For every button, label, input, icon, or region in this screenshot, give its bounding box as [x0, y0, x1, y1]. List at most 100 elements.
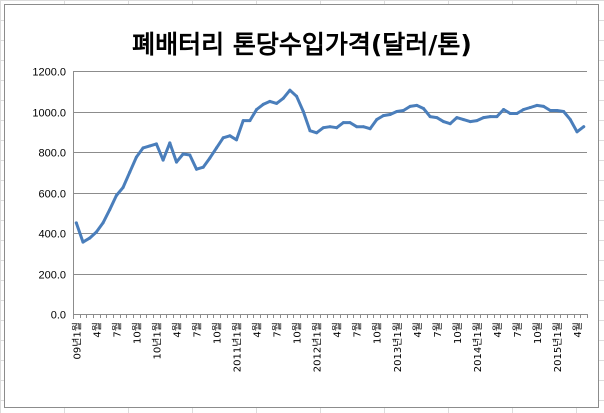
- data-point[interactable]: [248, 119, 252, 123]
- data-point[interactable]: [502, 108, 506, 111]
- x-tick-label: 10월: [292, 322, 304, 344]
- data-point[interactable]: [235, 138, 238, 142]
- data-point[interactable]: [148, 144, 152, 148]
- data-point[interactable]: [108, 208, 112, 212]
- y-tick-label: 800.0: [38, 148, 66, 160]
- y-axis: 0.0 200.0 400.0 600.0 800.0 1000.0 1200.0: [32, 67, 74, 322]
- data-point[interactable]: [408, 104, 412, 108]
- data-point[interactable]: [308, 129, 312, 133]
- x-tick-label: 7월: [272, 322, 284, 338]
- y-tick-label: 1200.0: [32, 67, 66, 79]
- data-point[interactable]: [368, 127, 372, 131]
- y-tick-label: 0.0: [51, 310, 66, 322]
- data-point[interactable]: [88, 236, 92, 240]
- data-point[interactable]: [495, 115, 499, 119]
- data-point[interactable]: [221, 136, 225, 140]
- x-axis: 09년1월 4월 7월 10월 10년1월 4월 7월 10월 2011년1월 4월 7월 10월 20…: [71, 314, 588, 372]
- data-point[interactable]: [442, 120, 445, 124]
- x-tick-label: 4월: [252, 322, 264, 338]
- data-point[interactable]: [475, 119, 479, 123]
- data-point[interactable]: [542, 104, 546, 108]
- data-point[interactable]: [335, 126, 339, 130]
- data-point[interactable]: [515, 112, 519, 115]
- data-point[interactable]: [508, 112, 512, 115]
- data-point[interactable]: [141, 146, 145, 150]
- data-point[interactable]: [348, 121, 352, 125]
- data-point[interactable]: [341, 121, 345, 125]
- data-point[interactable]: [101, 221, 105, 225]
- x-tick-label: 4월: [492, 322, 504, 338]
- data-point[interactable]: [195, 167, 198, 171]
- data-point[interactable]: [428, 115, 432, 119]
- data-point[interactable]: [575, 130, 579, 134]
- data-point[interactable]: [328, 125, 332, 129]
- data-point[interactable]: [355, 125, 359, 129]
- data-point[interactable]: [582, 125, 586, 129]
- data-point[interactable]: [134, 155, 138, 159]
- chart-area[interactable]: 폐배터리 톤당수입가격(달러/톤) 0.0 200.0 400.0 600.0 800.…: [4, 4, 599, 408]
- data-point[interactable]: [188, 153, 192, 157]
- y-tick-label: 600.0: [38, 189, 66, 201]
- x-tick-label: 2015년1월: [552, 322, 564, 372]
- data-point[interactable]: [288, 88, 292, 92]
- data-point[interactable]: [422, 107, 425, 110]
- data-point[interactable]: [381, 114, 385, 118]
- x-tick-label: 2014년1월: [472, 322, 484, 372]
- data-point[interactable]: [128, 170, 132, 174]
- data-point[interactable]: [548, 109, 552, 112]
- x-tick-label: 10월: [212, 322, 224, 344]
- data-point[interactable]: [168, 141, 172, 145]
- data-point[interactable]: [281, 96, 285, 100]
- data-point[interactable]: [528, 106, 532, 109]
- data-point[interactable]: [175, 160, 178, 164]
- y-tick-label: 1000.0: [32, 108, 66, 120]
- data-point[interactable]: [241, 119, 245, 123]
- data-point[interactable]: [94, 230, 98, 234]
- data-point[interactable]: [295, 94, 299, 98]
- data-point[interactable]: [468, 120, 472, 124]
- data-point[interactable]: [315, 131, 319, 135]
- x-tick-label: 4월: [171, 322, 183, 338]
- data-point[interactable]: [74, 221, 78, 225]
- data-point[interactable]: [488, 115, 492, 119]
- x-tick-label: 2011년1월: [232, 322, 244, 372]
- data-point[interactable]: [121, 185, 125, 189]
- x-tick-label: 4월: [91, 322, 103, 338]
- data-point[interactable]: [208, 156, 212, 160]
- data-point[interactable]: [228, 134, 232, 138]
- data-point[interactable]: [555, 109, 559, 112]
- data-point[interactable]: [268, 99, 272, 103]
- data-point[interactable]: [201, 165, 205, 169]
- x-tick-label: 10월: [532, 322, 544, 344]
- data-point[interactable]: [375, 118, 379, 122]
- data-point[interactable]: [255, 108, 259, 111]
- data-point[interactable]: [275, 101, 279, 105]
- data-point[interactable]: [388, 113, 392, 116]
- data-point[interactable]: [568, 118, 572, 122]
- data-point[interactable]: [261, 102, 265, 106]
- x-tick-label: 7월: [512, 322, 524, 338]
- data-point[interactable]: [161, 158, 165, 162]
- data-point[interactable]: [81, 240, 85, 244]
- y-tick-label: 400.0: [38, 229, 66, 241]
- data-point[interactable]: [462, 118, 465, 122]
- data-point[interactable]: [301, 110, 305, 113]
- data-point[interactable]: [455, 116, 459, 120]
- data-point[interactable]: [415, 103, 419, 107]
- data-point[interactable]: [535, 103, 539, 107]
- x-tick-label: 4월: [332, 322, 344, 338]
- data-point[interactable]: [482, 116, 485, 120]
- data-point[interactable]: [562, 110, 566, 113]
- data-point[interactable]: [435, 116, 439, 120]
- data-point[interactable]: [448, 122, 452, 126]
- data-point[interactable]: [215, 146, 218, 150]
- data-point[interactable]: [154, 142, 158, 146]
- data-point[interactable]: [401, 109, 405, 112]
- data-point[interactable]: [361, 125, 365, 129]
- data-point[interactable]: [181, 152, 185, 156]
- data-point[interactable]: [114, 194, 118, 197]
- data-point[interactable]: [395, 110, 399, 113]
- chart-title: 폐배터리 톤당수입가격(달러/톤): [132, 30, 472, 59]
- data-point[interactable]: [522, 108, 526, 111]
- data-point[interactable]: [321, 126, 325, 130]
